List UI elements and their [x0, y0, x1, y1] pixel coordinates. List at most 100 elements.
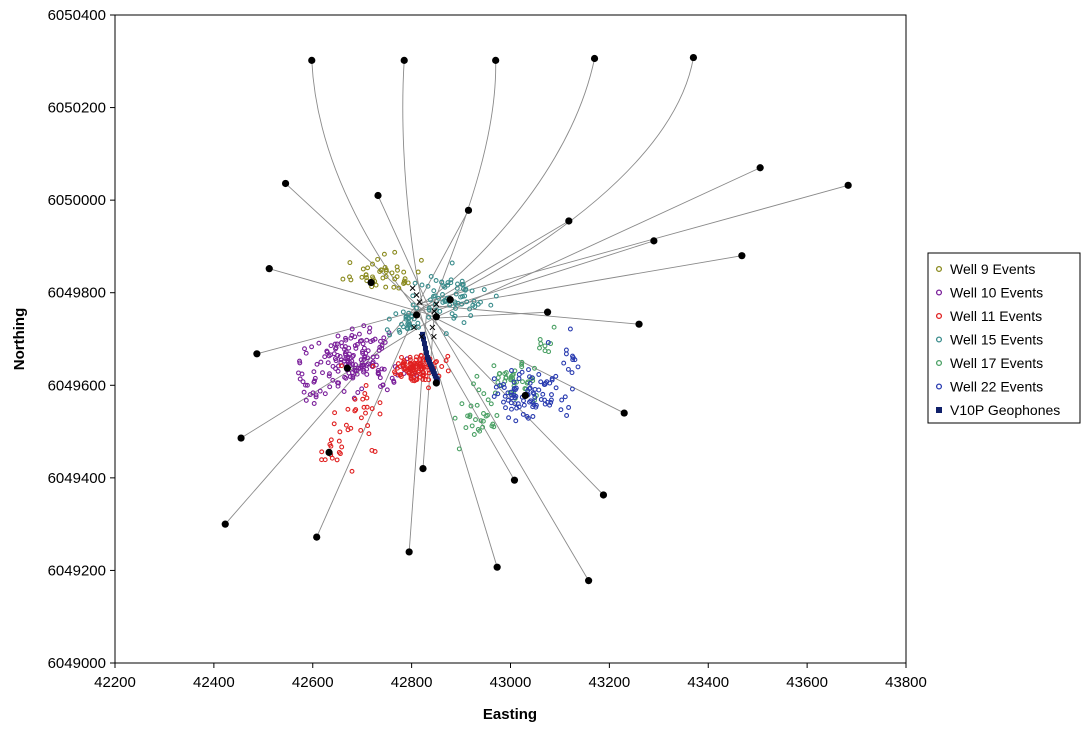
event-point [434, 359, 439, 365]
well-endpoint-marker [635, 320, 643, 328]
event-point [345, 355, 351, 361]
event-point [563, 347, 569, 353]
event-point [508, 375, 514, 381]
well-endpoint-marker [565, 217, 573, 225]
event-point [395, 361, 401, 367]
event-point [310, 390, 316, 396]
event-point [379, 345, 385, 351]
well-path-line [417, 303, 640, 325]
event-point [382, 264, 388, 270]
event-point [520, 379, 525, 385]
event-point [564, 413, 570, 418]
well-path-line [416, 255, 742, 312]
event-point [377, 411, 383, 417]
well-endpoint-marker [313, 533, 321, 541]
event-point [511, 379, 517, 385]
event-point [381, 251, 387, 257]
event-point [398, 371, 404, 377]
event-point [400, 309, 406, 315]
event-point [365, 348, 371, 354]
event-point [399, 321, 404, 327]
plot-area [114, 14, 907, 664]
event-point [327, 384, 333, 390]
event-point [551, 324, 557, 330]
event-point [317, 388, 323, 394]
event-point [356, 331, 362, 337]
well-path-line [408, 313, 427, 552]
well-endpoint-marker [265, 265, 273, 273]
event-point [453, 291, 459, 297]
event-point [463, 425, 469, 431]
event-point [366, 431, 372, 437]
event-point [515, 401, 521, 407]
microseismic-events [296, 249, 581, 474]
event-point [387, 332, 393, 338]
event-point [467, 306, 473, 312]
event-point [448, 280, 454, 286]
well-path-line [417, 210, 469, 305]
event-point [445, 282, 451, 288]
well-endpoint-marker [221, 520, 229, 528]
event-point [415, 320, 421, 326]
event-point [311, 369, 317, 375]
crossing-x-marker [416, 299, 423, 305]
event-point [341, 389, 347, 394]
x-tick-label: 42600 [292, 674, 334, 691]
legend-label: Well 9 Events [950, 261, 1035, 277]
event-point [349, 333, 355, 338]
event-point [445, 353, 451, 359]
event-point [449, 260, 455, 266]
event-point [394, 264, 400, 270]
event-point [480, 424, 486, 430]
event-point [328, 352, 334, 358]
well-path-line [422, 318, 435, 469]
well-endpoint-marker [281, 179, 290, 188]
event-point [358, 357, 364, 363]
event-point [399, 354, 404, 360]
event-point [540, 391, 546, 397]
event-point [335, 333, 341, 339]
event-point [343, 356, 349, 362]
event-point [361, 323, 367, 329]
event-point [474, 373, 480, 379]
event-point [320, 370, 325, 376]
crossing-x-marker [431, 333, 437, 340]
event-point [359, 274, 365, 280]
y-axis-title: Northing [11, 308, 28, 370]
well-endpoint-marker [689, 53, 698, 62]
well-path-line [426, 313, 625, 414]
event-point [352, 396, 358, 402]
event-point [542, 401, 548, 407]
event-point [410, 364, 416, 370]
event-point [413, 377, 419, 383]
event-point [361, 345, 367, 351]
event-point [363, 410, 368, 416]
event-point [349, 468, 355, 474]
y-tick-label: 6049600 [48, 377, 106, 394]
event-point [355, 390, 361, 395]
event-point [303, 397, 309, 403]
well-path-line [417, 304, 498, 568]
event-point [458, 294, 464, 300]
event-point [572, 357, 578, 363]
geophone-marker [421, 341, 427, 347]
well-path-line [433, 167, 761, 319]
event-point [312, 378, 317, 384]
event-point [525, 415, 531, 421]
event-point [377, 375, 383, 381]
event-point [318, 359, 324, 365]
event-point [364, 395, 370, 401]
crossing-x-marker [429, 324, 436, 331]
well-endpoint-marker [400, 56, 408, 64]
well-marker-dot [343, 364, 351, 372]
event-point [384, 327, 390, 333]
well-path-line [402, 60, 427, 314]
event-point [460, 281, 466, 287]
event-point [464, 299, 470, 305]
well-marker-dot [367, 278, 375, 287]
crossing-x-marker [409, 285, 416, 291]
event-point [470, 302, 476, 308]
event-point [503, 370, 509, 376]
event-point [428, 297, 433, 303]
